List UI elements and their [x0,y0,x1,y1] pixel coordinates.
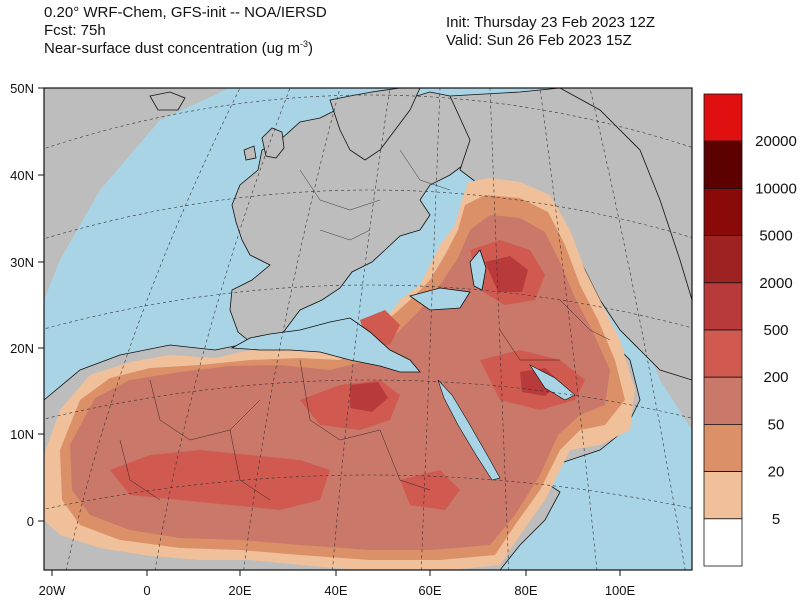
dust-contour-500-caspian [485,256,528,292]
model-title: 0.20° WRF-Chem, GFS-init -- NOA/IERSD [44,4,327,21]
lat-tick-label: 30N [10,255,34,270]
colorbar: 20000 10000 5000 2000 500 200 50 20 5 [703,93,797,567]
country-borders [119,149,611,501]
time-info-block: Init: Thursday 23 Feb 2023 12Z Valid: Su… [446,14,655,50]
persian-gulf [529,364,576,401]
colorbar-swatch [703,140,743,189]
colorbar-label: 50 [768,416,785,433]
lat-tick-label: 0 [27,514,34,529]
caspian-sea [469,249,487,291]
colorbar-label: 20 [768,464,785,481]
lon-tick-label: 80E [514,583,537,598]
valid-time: Valid: Sun 26 Feb 2023 15Z [446,32,632,49]
latitude-ticks: 50N 40N 30N 20N 10N 0 [10,81,44,529]
colorbar-swatch [703,329,743,378]
forecast-hour: Fcst: 75h [44,22,106,39]
colorbar-label: 500 [763,322,788,339]
lat-tick-label: 50N [10,81,34,96]
land-scandinavia [329,88,421,161]
land-iceland [149,91,186,111]
mediterranean-sea [230,317,421,373]
colorbar-label: 200 [763,369,788,386]
colorbar-swatch [703,471,743,520]
colorbar-swatch [703,282,743,331]
colorbar-swatch [703,187,743,236]
lat-tick-label: 20N [10,341,34,356]
init-time: Init: Thursday 23 Feb 2023 12Z [446,14,656,31]
colorbar-label: 2000 [759,275,792,292]
lon-tick-label: 20E [228,583,251,598]
lon-tick-label: 60E [418,583,441,598]
plot-title-block: 0.20° WRF-Chem, GFS-init -- NOA/IERSD Fc… [44,4,327,58]
land-british-isles [261,127,285,159]
outside-domain-northwest [44,88,230,300]
dust-contour-500-libya [350,382,388,412]
lon-tick-label: 100E [605,583,636,598]
black-sea [409,287,471,311]
land-ireland [243,145,257,161]
colorbar-swatch [703,235,743,284]
map-area [44,88,692,570]
colorbar-label: 5000 [759,228,792,245]
lat-tick-label: 40N [10,168,34,183]
variable-title: Near-surface dust concentration (ug m-3) [44,39,313,58]
map-frame [43,87,693,571]
colorbar-swatch [703,376,743,425]
lon-tick-label: 0 [143,583,150,598]
graticule [44,88,692,570]
colorbar-swatch [703,518,743,567]
lon-tick-label: 20W [39,583,66,598]
colorbar-label: 10000 [755,180,797,197]
lon-tick-label: 40E [324,583,347,598]
longitude-ticks: 20W 0 20E 40E 60E 80E 100E [39,570,636,598]
lat-tick-label: 10N [10,427,34,442]
colorbar-swatch [703,423,743,472]
dust-contour-200-sahel [110,450,330,510]
colorbar-label: 5 [772,511,780,528]
colorbar-label: 20000 [755,133,797,150]
red-sea [437,379,501,481]
colorbar-swatch [703,93,743,142]
